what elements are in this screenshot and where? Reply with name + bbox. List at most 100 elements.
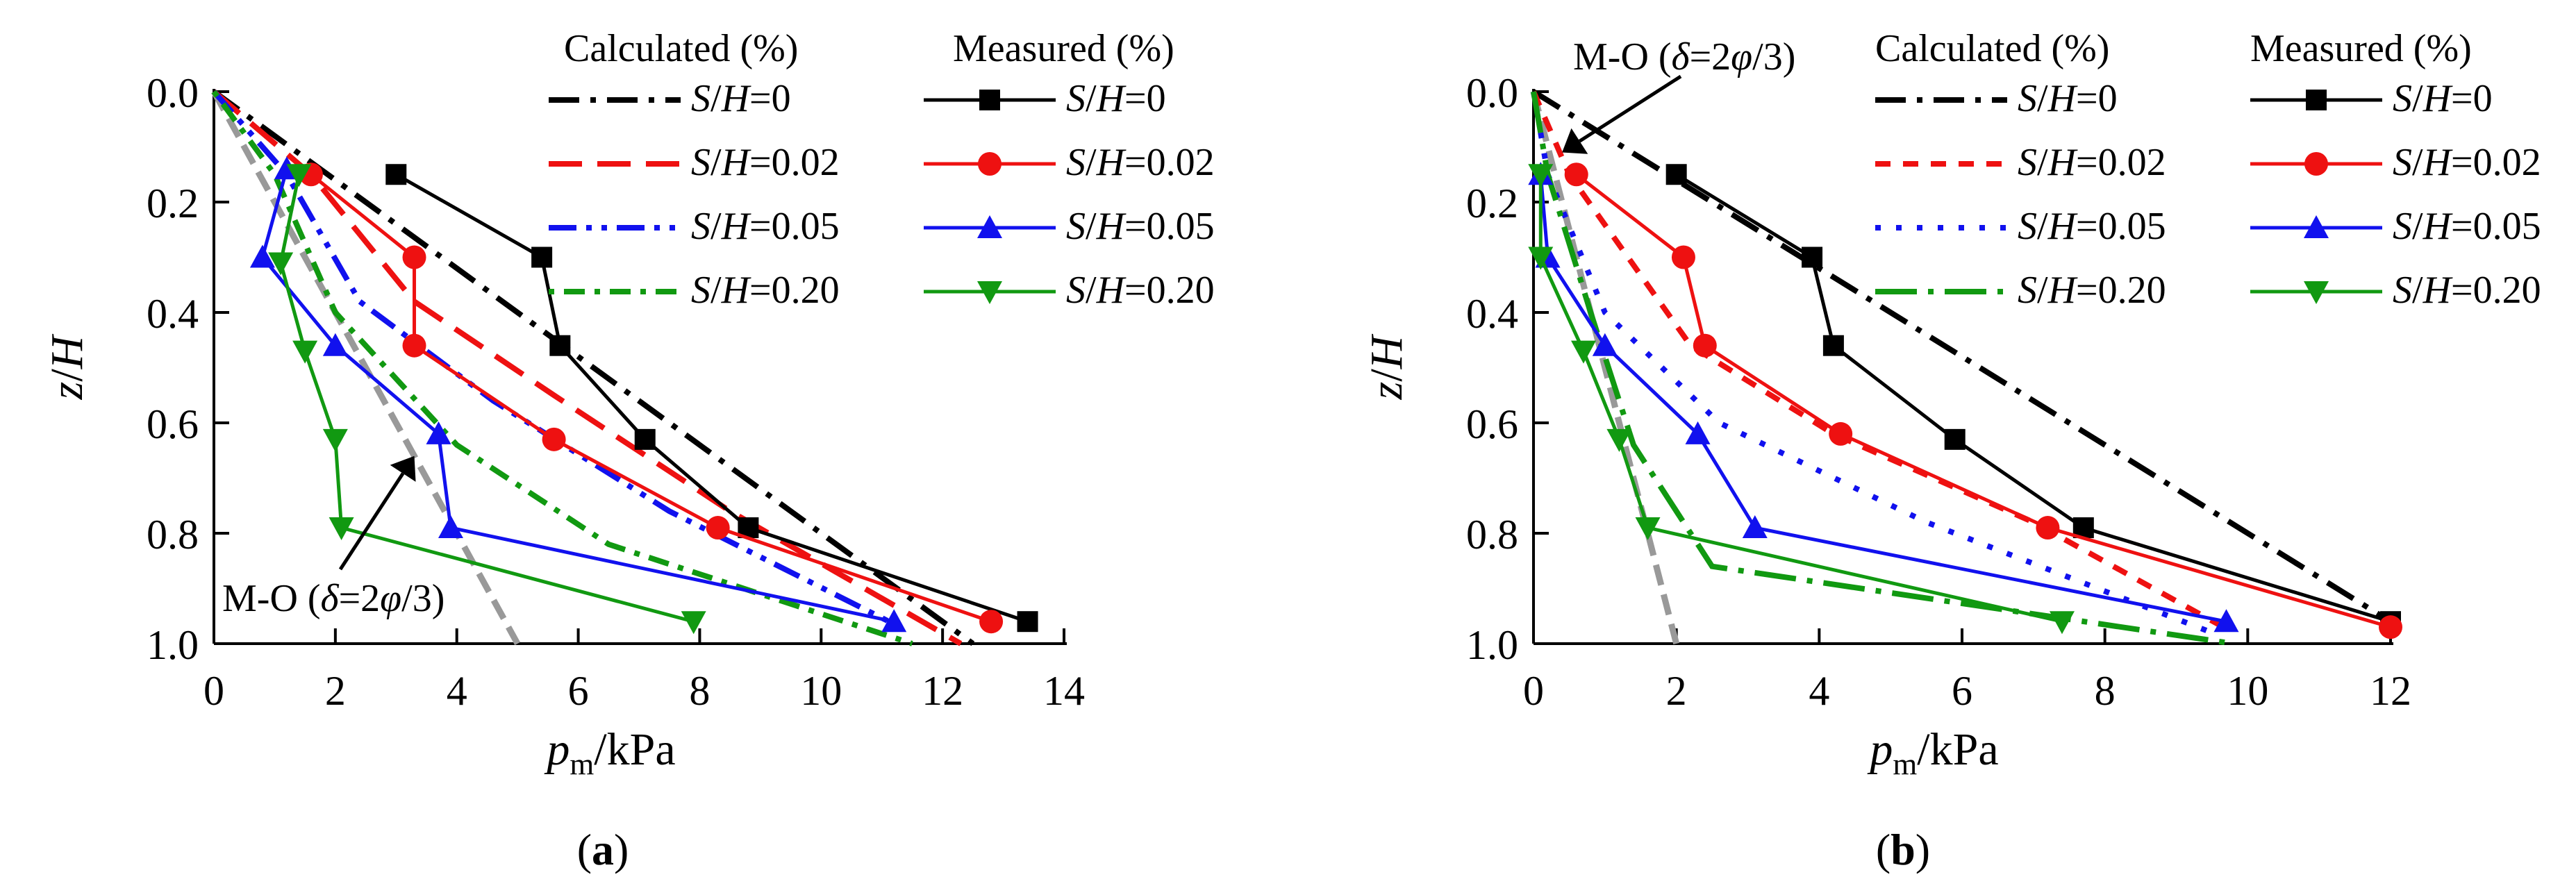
measured-point — [1528, 164, 1554, 187]
legend-label-measured: S/H=0 — [2393, 77, 2493, 120]
legend-label-calculated: S/H=0 — [2018, 77, 2118, 120]
mo-reference-line — [1530, 90, 1680, 645]
legend-label-calculated: S/H=0 — [691, 77, 791, 120]
measured-point — [292, 340, 318, 364]
legend-marker — [979, 90, 1000, 110]
legend-header-measured: Measured (%) — [2250, 27, 2472, 70]
x-axis-label: pm/kPa — [1867, 724, 1998, 782]
measured-series-line — [1538, 174, 2227, 624]
measured-series-line — [310, 173, 992, 624]
measured-point — [2213, 609, 2239, 633]
y-tick-label: 0.6 — [147, 401, 199, 447]
x-tick-label: 4 — [447, 668, 467, 714]
measured-series-line — [279, 174, 695, 624]
legend-label-calculated: S/H=0.20 — [2018, 269, 2166, 312]
legend-label-calculated: S/H=0.02 — [2018, 141, 2166, 184]
measured-point — [2049, 611, 2075, 635]
legend-marker — [978, 152, 1002, 176]
legend-label-measured: S/H=0.02 — [2393, 141, 2541, 184]
measured-point — [402, 333, 426, 358]
x-axis-label: pm/kPa — [544, 724, 675, 782]
measured-point — [542, 427, 566, 451]
measured-point — [1693, 333, 1717, 358]
annotation-text: M-O (δ=2φ/3) — [222, 577, 444, 620]
calculated-series-line — [212, 89, 963, 646]
calculated-series-line — [1531, 90, 2235, 635]
legend-label-measured: S/H=0.20 — [2393, 269, 2541, 312]
annotation-text: M-O (δ=2φ/3) — [1573, 35, 1795, 78]
measured-point — [1635, 517, 1661, 541]
panel-label: (b) — [1876, 825, 1930, 874]
measured-series-line — [1538, 174, 2063, 624]
panel-b: 0.0 0.2 0.4 0.6 0.8 1.00 2 4 6 8 10 12 pm/kPa z/H (b) M… — [1361, 27, 2541, 874]
legend-marker — [977, 281, 1002, 304]
legend-header-calculated: Calculated (%) — [564, 27, 798, 70]
x-tick-label: 0 — [203, 668, 224, 714]
x-tick-label: 4 — [1809, 668, 1829, 714]
measured-point — [1570, 340, 1596, 364]
x-tick-label: 10 — [800, 668, 842, 714]
x-tick-label: 2 — [325, 668, 346, 714]
legend-header-measured: Measured (%) — [953, 27, 1174, 70]
legend-marker — [977, 215, 1002, 238]
measured-point — [531, 246, 553, 268]
y-tick-label: 0.4 — [1466, 291, 1518, 337]
y-axis-label: z/H — [42, 333, 92, 400]
measured-point — [979, 610, 1004, 634]
calculated-series-line — [211, 90, 913, 646]
y-tick-label: 0.8 — [147, 512, 199, 558]
y-tick-label: 0.8 — [1466, 512, 1518, 558]
legend-header-calculated: Calculated (%) — [1875, 27, 2109, 70]
y-tick-label: 0.0 — [147, 70, 199, 116]
panel-label: (a) — [577, 825, 629, 874]
legend-label-measured: S/H=0.20 — [1066, 269, 1215, 312]
legend: Calculated (%) Measured (%) S/H=0 S/H=0 S/H=… — [1875, 27, 2541, 312]
measured-point — [1802, 246, 1823, 268]
x-tick-label: 14 — [1043, 668, 1085, 714]
calculated-series-line — [1531, 91, 2234, 646]
x-tick-label: 8 — [2095, 668, 2116, 714]
calculated-series-line — [212, 89, 975, 646]
x-tick-label: 0 — [1523, 668, 1544, 714]
y-axis-label: z/H — [1361, 333, 1412, 400]
y-tick-label: 0.0 — [1466, 70, 1518, 116]
legend-marker — [2304, 281, 2329, 304]
measured-point — [1606, 428, 1632, 452]
legend: Calculated (%) Measured (%) S/H=0 S/H=0 S/H=… — [549, 27, 1215, 312]
measured-series-line — [1575, 173, 2391, 629]
measured-point — [1665, 164, 1687, 185]
measured-point — [286, 164, 312, 187]
measured-point — [1592, 333, 1618, 356]
measured-point — [549, 335, 571, 356]
legend-label-measured: S/H=0.05 — [1066, 205, 1215, 248]
calculated-series-line — [211, 90, 901, 630]
measured-point — [1829, 421, 1853, 446]
measured-series-line — [1675, 173, 2391, 624]
x-tick-label: 6 — [568, 668, 589, 714]
y-tick-label: 0.6 — [1466, 401, 1518, 447]
y-tick-label: 1.0 — [147, 622, 199, 668]
mo-reference-line — [211, 90, 521, 646]
y-tick-label: 0.2 — [1466, 181, 1518, 226]
x-tick-label: 10 — [2227, 668, 2268, 714]
legend-marker — [2306, 90, 2327, 110]
panel-a: 0.0 0.2 0.4 0.6 0.8 1.00 2 4 6 8 10 12 14 pm/kPa z/H (a… — [42, 27, 1215, 874]
measured-point — [706, 516, 730, 540]
calculated-series-line — [1531, 89, 2393, 624]
legend-label-measured: S/H=0.05 — [2393, 205, 2541, 248]
x-tick-label: 8 — [689, 668, 710, 714]
annotation-arrow — [1562, 74, 1682, 154]
legend-label-calculated: S/H=0.20 — [691, 269, 840, 312]
measured-point — [1564, 162, 1588, 187]
measured-point — [426, 421, 451, 444]
annotation-arrow — [338, 455, 416, 571]
legend-label-measured: S/H=0 — [1066, 77, 1166, 120]
measured-point — [1685, 421, 1711, 444]
measured-point — [438, 515, 463, 539]
measured-point — [268, 252, 294, 276]
measured-point — [322, 428, 348, 452]
measured-series-line — [260, 168, 895, 624]
measured-point — [1742, 515, 1768, 539]
measured-point — [329, 517, 354, 541]
calculated-series-line — [1531, 91, 2213, 635]
